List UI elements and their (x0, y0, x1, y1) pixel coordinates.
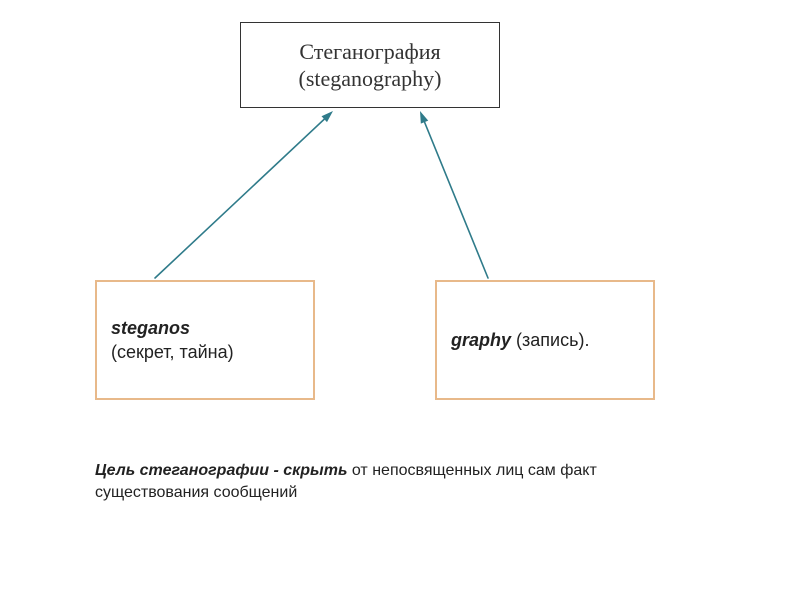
root-node-title: Стеганография (299, 38, 440, 66)
caption-emph: Цель стеганографии - скрыть (95, 462, 347, 479)
root-node: Стеганография (steganography) (240, 22, 500, 108)
left-child-meaning: (секрет, тайна) (111, 342, 234, 362)
right-child-node: graphy (запись). (435, 280, 655, 400)
root-node-subtitle: (steganography) (299, 65, 442, 93)
left-child-term: steganos (111, 318, 190, 338)
left-child-node: steganos (секрет, тайна) (95, 280, 315, 400)
right-child-meaning: (запись). (511, 330, 589, 350)
right-child-term: graphy (451, 330, 511, 350)
caption-text: Цель стеганографии - скрыть от непосвяще… (95, 460, 695, 503)
